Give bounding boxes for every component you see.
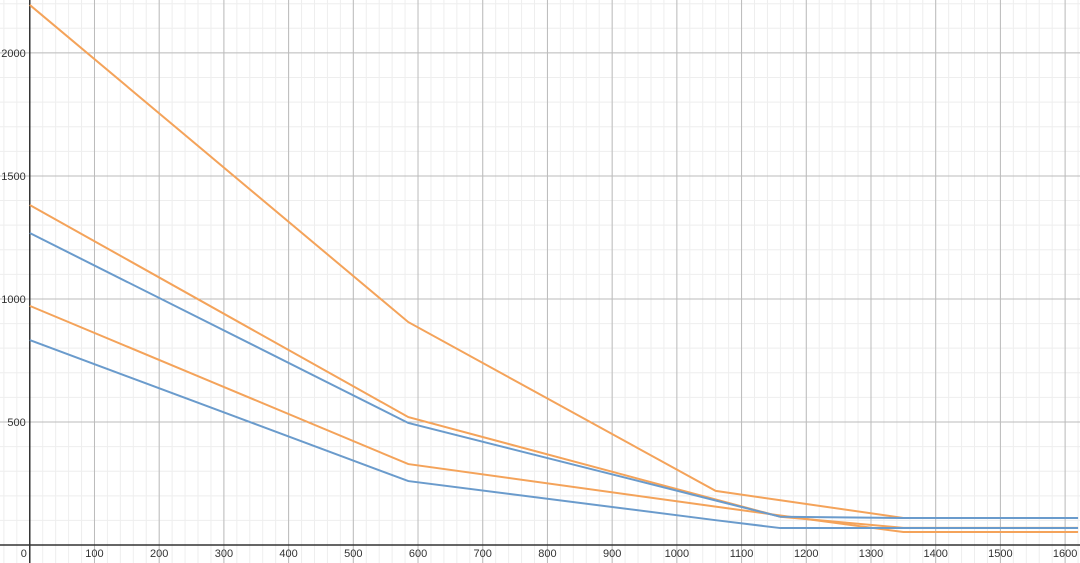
x-tick-label: 1100 [730, 548, 754, 560]
line-series [29, 232, 1079, 519]
x-tick-label: 1600 [1053, 548, 1077, 560]
x-tick-label: 600 [409, 548, 427, 560]
y-tick-label: 1000 [1, 294, 25, 306]
x-tick-label: 1000 [665, 548, 689, 560]
x-tick-label: 900 [603, 548, 621, 560]
line-series [29, 4, 1079, 519]
x-tick-label: 1200 [794, 548, 818, 560]
x-tick-label: 1400 [923, 548, 947, 560]
x-tick-label: 300 [215, 548, 233, 560]
line-series [29, 304, 1079, 533]
x-tick-label: 0 [21, 548, 27, 560]
x-tick-label: 700 [474, 548, 492, 560]
y-tick-label: 500 [7, 417, 25, 429]
x-tick-label: 1300 [859, 548, 883, 560]
x-tick-label: 100 [85, 548, 103, 560]
x-tick-label: 400 [279, 548, 297, 560]
x-tick-label: 1500 [988, 548, 1012, 560]
x-tick-label: 800 [538, 548, 556, 560]
y-tick-label: 2000 [1, 48, 25, 60]
line-series [29, 204, 1079, 529]
x-tick-label: 500 [344, 548, 362, 560]
x-tick-label: 200 [150, 548, 168, 560]
line-series [29, 339, 1079, 530]
y-tick-label: 1500 [1, 171, 25, 183]
